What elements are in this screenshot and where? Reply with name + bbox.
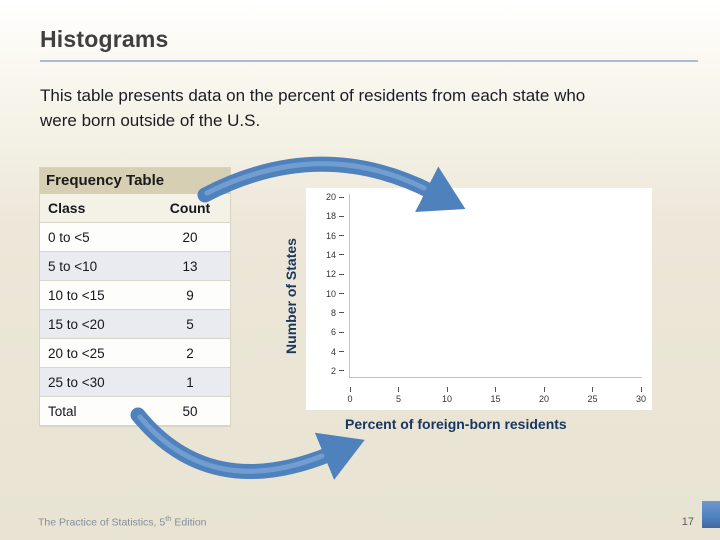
y-axis-ticks: 20 18 16 14 12 10 8 6 4 2 <box>314 192 344 376</box>
class-cell: 20 to <25 <box>48 345 105 361</box>
y-tick-label: 8 <box>330 307 336 318</box>
table-row: 10 to <15 9 <box>40 281 230 310</box>
y-tick: 12 <box>314 269 344 279</box>
y-tick-label: 6 <box>330 327 336 338</box>
x-tick-label: 15 <box>490 394 501 404</box>
body-text: This table presents data on the percent … <box>40 86 586 130</box>
x-tick: 25 <box>586 387 600 404</box>
y-axis-line <box>349 194 350 378</box>
x-tick-label: 5 <box>395 394 401 404</box>
y-tick-label: 20 <box>325 192 336 202</box>
y-tick-label: 12 <box>325 269 336 280</box>
x-tick: 30 <box>634 387 648 404</box>
y-tick-label: 14 <box>325 249 336 260</box>
count-cell: 50 <box>182 403 198 419</box>
tick-mark <box>339 370 344 372</box>
count-cell: 13 <box>182 258 198 274</box>
y-tick: 10 <box>314 289 344 299</box>
column-header-class: Class <box>48 200 86 216</box>
tick-mark <box>339 293 344 295</box>
footer-superscript: th <box>165 513 172 523</box>
footer-text-suffix: Edition <box>171 516 207 528</box>
y-tick-label: 4 <box>330 346 336 357</box>
column-header-count: Count <box>169 200 211 216</box>
y-tick-label: 16 <box>325 230 336 241</box>
tick-mark <box>339 331 344 333</box>
count-cell: 1 <box>186 374 194 390</box>
x-tick-label: 20 <box>538 394 549 404</box>
class-cell: 25 to <30 <box>48 374 105 390</box>
class-cell: 0 to <5 <box>48 229 90 245</box>
class-cell: Total <box>48 403 77 419</box>
y-tick: 20 <box>314 192 344 202</box>
y-tick: 2 <box>314 366 344 376</box>
x-axis-line <box>349 377 642 378</box>
tick-mark <box>495 387 496 392</box>
x-tick-label: 0 <box>347 394 353 404</box>
accent-bar <box>702 501 720 528</box>
x-tick-label: 10 <box>441 394 452 404</box>
table-row: 15 to <20 5 <box>40 310 230 339</box>
tick-mark <box>398 387 399 392</box>
page-number: 17 <box>681 516 694 528</box>
count-cell: 5 <box>186 316 194 332</box>
tick-mark <box>543 387 545 392</box>
y-tick-label: 2 <box>330 365 336 376</box>
x-tick-label: 25 <box>587 394 598 404</box>
histogram-axes: 20 18 16 14 12 10 8 6 4 2 0 5 10 15 20 2… <box>306 188 652 410</box>
tick-mark <box>339 273 344 275</box>
tick-mark <box>349 387 351 392</box>
page-title: Histograms <box>40 26 169 52</box>
y-tick: 14 <box>314 250 344 260</box>
x-tick: 20 <box>537 387 551 404</box>
table-row: 5 to <10 13 <box>40 252 230 281</box>
tick-mark <box>339 196 344 198</box>
y-tick-label: 18 <box>325 211 336 222</box>
tick-mark <box>592 387 593 392</box>
y-tick: 18 <box>314 211 344 221</box>
tick-mark <box>446 387 448 392</box>
y-tick-label: 10 <box>325 288 336 299</box>
y-axis-label: Number of States <box>283 238 299 354</box>
x-tick-label: 30 <box>635 394 646 404</box>
footer-text: The Practice of Statistics, 5 <box>38 516 166 528</box>
x-axis-label: Percent of foreign-born residents <box>345 416 567 432</box>
footer-citation: The Practice of Statistics, 5th Edition <box>38 514 207 529</box>
table-row: 0 to <5 20 <box>40 223 230 252</box>
class-cell: 5 to <10 <box>48 258 98 274</box>
class-cell: 10 to <15 <box>48 287 105 303</box>
table-row: 25 to <30 1 <box>40 368 230 397</box>
count-cell: 2 <box>186 345 194 361</box>
y-tick: 16 <box>314 231 344 241</box>
frequency-table-title: Frequency Table <box>40 168 230 194</box>
table-body: 0 to <5 20 5 to <10 13 10 to <15 9 15 to… <box>40 223 230 426</box>
table-header-row: Class Count <box>40 194 230 223</box>
y-tick: 6 <box>314 327 344 337</box>
tick-mark <box>339 312 344 314</box>
class-cell: 15 to <20 <box>48 316 105 332</box>
title-divider <box>40 60 698 62</box>
tick-mark <box>339 351 344 353</box>
x-tick: 10 <box>440 387 454 404</box>
y-tick: 8 <box>314 308 344 318</box>
x-tick: 0 <box>343 387 357 404</box>
tick-mark <box>339 235 344 237</box>
tick-mark <box>640 387 642 392</box>
count-cell: 9 <box>186 287 194 303</box>
x-axis-ticks: 0 5 10 15 20 25 30 <box>343 387 648 404</box>
tick-mark <box>339 215 344 217</box>
table-row-total: Total 50 <box>40 397 230 426</box>
count-cell: 20 <box>182 229 198 245</box>
table-row: 20 to <25 2 <box>40 339 230 368</box>
x-tick: 5 <box>392 387 406 404</box>
x-tick: 15 <box>489 387 503 404</box>
frequency-table: Frequency Table Class Count 0 to <5 20 5… <box>40 168 230 426</box>
y-tick: 4 <box>314 347 344 357</box>
tick-mark <box>339 254 344 256</box>
